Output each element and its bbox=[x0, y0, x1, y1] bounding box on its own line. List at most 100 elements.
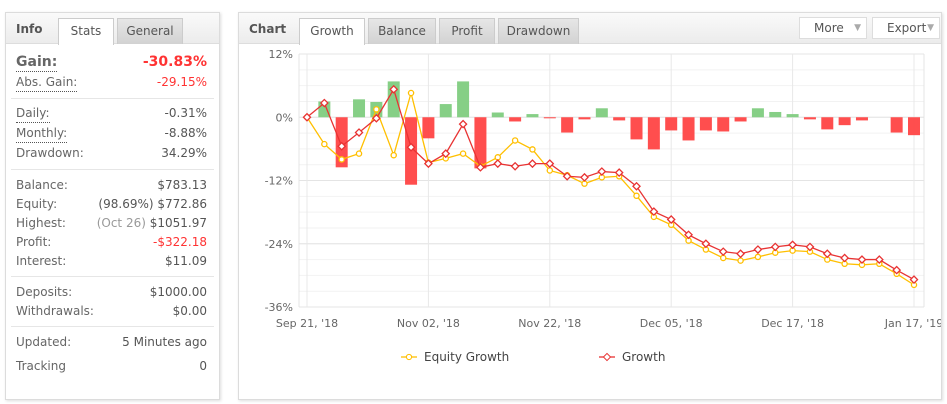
y-tick-label: -36% bbox=[265, 301, 293, 314]
bar bbox=[543, 117, 556, 119]
export-label: Export bbox=[887, 21, 927, 35]
bar bbox=[595, 108, 608, 118]
data-point bbox=[475, 162, 485, 172]
data-point bbox=[510, 161, 520, 171]
tracking-label: Tracking bbox=[16, 359, 66, 373]
data-point bbox=[737, 257, 744, 264]
bar bbox=[682, 117, 695, 141]
balance-label: Balance: bbox=[16, 178, 68, 192]
data-point bbox=[649, 207, 659, 217]
data-point bbox=[614, 168, 624, 178]
updated-row: Updated: 5 Minutes ago bbox=[16, 333, 207, 351]
balance-value: $783.13 bbox=[157, 178, 207, 192]
profit-label: Profit: bbox=[16, 235, 52, 249]
balance-row: Balance: $783.13 bbox=[16, 176, 207, 194]
y-tick-label: 12% bbox=[269, 48, 293, 61]
data-point bbox=[407, 89, 415, 97]
deposits-label: Deposits: bbox=[16, 285, 73, 299]
data-point bbox=[701, 239, 711, 249]
more-button[interactable]: More ▼ bbox=[799, 17, 867, 39]
tab-growth[interactable]: Growth bbox=[299, 18, 365, 45]
bar bbox=[699, 117, 712, 131]
bar bbox=[838, 117, 851, 126]
data-point bbox=[719, 254, 727, 262]
data-point bbox=[355, 150, 363, 157]
x-tick-label: Dec 05, '18 bbox=[640, 317, 703, 330]
bar bbox=[665, 117, 678, 131]
profit-row: Profit: -$322.18 bbox=[16, 233, 207, 251]
data-point bbox=[788, 240, 798, 250]
data-point bbox=[633, 192, 640, 200]
data-point bbox=[770, 242, 780, 252]
more-label: More bbox=[814, 21, 844, 35]
divider bbox=[11, 98, 214, 99]
bar bbox=[613, 117, 626, 121]
data-point bbox=[632, 181, 641, 191]
export-button[interactable]: Export ▼ bbox=[872, 17, 940, 39]
legend-label: Equity Growth bbox=[424, 350, 509, 364]
data-point bbox=[371, 113, 381, 123]
gain-label[interactable]: Gain: bbox=[16, 54, 58, 72]
data-point bbox=[874, 255, 884, 265]
withdrawals-row: Withdrawals: $0.00 bbox=[16, 302, 207, 320]
legend-marker-icon bbox=[405, 353, 413, 361]
bar bbox=[890, 117, 903, 133]
data-point bbox=[546, 167, 554, 174]
tab-balance[interactable]: Balance bbox=[368, 18, 436, 44]
data-point bbox=[321, 140, 328, 148]
bar bbox=[474, 117, 487, 169]
data-point bbox=[580, 172, 589, 182]
divider bbox=[11, 326, 214, 327]
x-tick-label: Nov 02, '18 bbox=[397, 317, 460, 330]
data-point bbox=[840, 253, 850, 263]
data-point bbox=[545, 159, 555, 169]
data-point bbox=[458, 119, 468, 129]
data-point bbox=[666, 215, 676, 224]
withdrawals-value: $0.00 bbox=[172, 304, 207, 318]
updated-label: Updated: bbox=[16, 335, 72, 349]
abs-gain-row: Abs. Gain: -29.15% bbox=[16, 73, 207, 92]
daily-row: Daily: -0.31% bbox=[16, 104, 207, 123]
bar bbox=[855, 117, 868, 121]
data-point bbox=[511, 137, 519, 144]
info-title: Info bbox=[16, 22, 43, 36]
bar bbox=[422, 117, 435, 139]
divider bbox=[11, 276, 214, 277]
y-tick-label: 0% bbox=[276, 111, 293, 124]
tab-profit[interactable]: Profit bbox=[439, 18, 495, 44]
interest-row: Interest: $11.09 bbox=[16, 252, 207, 270]
bar bbox=[491, 112, 504, 118]
data-point bbox=[406, 142, 416, 152]
data-point bbox=[338, 156, 345, 163]
data-point bbox=[337, 141, 347, 151]
equity-value: $772.86 bbox=[157, 197, 207, 211]
x-tick-label: Sep 21, '18 bbox=[276, 317, 338, 330]
monthly-label[interactable]: Monthly: bbox=[16, 124, 68, 143]
tracking-row: Tracking 0 bbox=[16, 357, 207, 375]
tab-stats[interactable]: Stats bbox=[58, 18, 114, 45]
monthly-value: -8.88% bbox=[164, 126, 207, 140]
data-point bbox=[822, 249, 832, 259]
abs-gain-label[interactable]: Abs. Gain: bbox=[16, 73, 78, 92]
divider bbox=[11, 169, 214, 170]
daily-label[interactable]: Daily: bbox=[16, 104, 50, 123]
data-point bbox=[493, 159, 503, 169]
bar bbox=[526, 114, 539, 118]
equity-percent: (98.69%) bbox=[98, 197, 154, 211]
data-point bbox=[753, 245, 763, 255]
equity-label: Equity: bbox=[16, 197, 58, 211]
data-point bbox=[597, 167, 607, 176]
data-point bbox=[892, 265, 902, 275]
deposits-row: Deposits: $1000.00 bbox=[16, 283, 207, 301]
tab-drawdown[interactable]: Drawdown bbox=[498, 18, 579, 44]
x-tick-label: Jan 17, '19 bbox=[884, 317, 941, 330]
drawdown-row: Drawdown: 34.29% bbox=[16, 144, 207, 162]
data-point bbox=[494, 154, 502, 161]
gain-row: Gain: -30.83% bbox=[16, 53, 207, 72]
bar bbox=[908, 117, 920, 136]
tracking-value: 0 bbox=[199, 359, 207, 373]
x-tick-label: Dec 17, '18 bbox=[761, 317, 824, 330]
data-point bbox=[562, 171, 572, 181]
tab-general[interactable]: General bbox=[117, 18, 183, 44]
growth-chart: 12% 0% -12% -24% -36% Sep 21, '18 Nov 02, '18 N… bbox=[265, 48, 941, 364]
